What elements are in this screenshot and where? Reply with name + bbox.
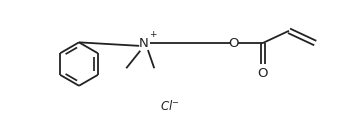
- Text: O: O: [228, 37, 239, 50]
- Text: O: O: [257, 67, 268, 80]
- Text: Cl$^{-}$: Cl$^{-}$: [160, 99, 180, 113]
- Text: N: N: [139, 37, 149, 50]
- Text: +: +: [149, 30, 156, 39]
